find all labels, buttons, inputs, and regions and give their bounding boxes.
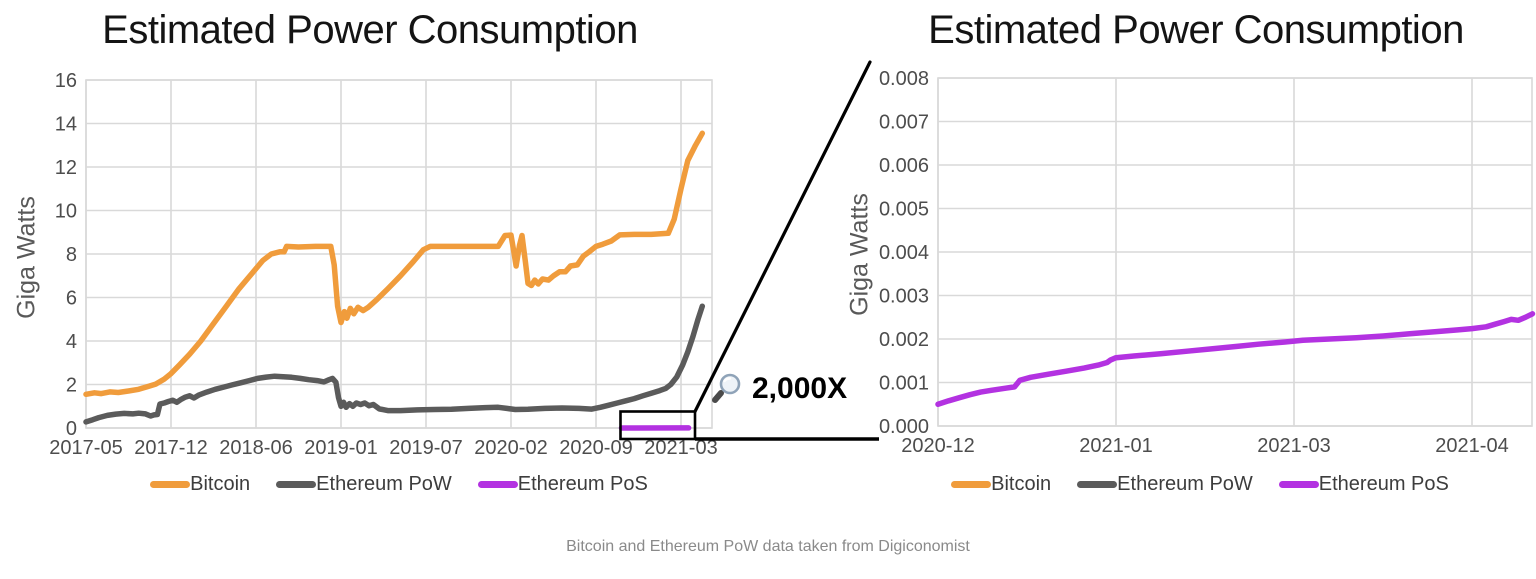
svg-text:2: 2 [66,375,77,397]
svg-text:2018-06: 2018-06 [219,437,292,459]
svg-text:2017-12: 2017-12 [134,437,207,459]
ethereum-pos-swatch [1278,481,1319,488]
svg-text:4: 4 [66,331,77,353]
svg-text:0: 0 [66,418,77,440]
bitcoin-swatch [150,481,191,488]
charts-plot-area: 0 2 4 6 8 10 12 14 16 2017-05 2017-12 2018-06 2019-0… [49,60,1536,459]
svg-text:2021-03: 2021-03 [1257,435,1330,457]
svg-text:0.007: 0.007 [879,112,929,134]
zoom-callout: 2,000X [710,372,847,406]
svg-text:0.003: 0.003 [879,286,929,308]
svg-text:8: 8 [66,244,77,266]
svg-text:14: 14 [55,114,77,136]
legend-item-bitcoin: Bitcoin [951,473,1051,496]
legend-item-ethereum-pow: Ethereum PoW [276,473,452,496]
legend-item-bitcoin: Bitcoin [150,473,250,496]
legend-label: Ethereum PoS [517,473,648,495]
svg-text:2021-03: 2021-03 [644,437,717,459]
svg-text:12: 12 [55,157,77,179]
svg-text:0.002: 0.002 [879,329,929,351]
legend-label: Ethereum PoW [316,473,452,495]
svg-text:2019-01: 2019-01 [304,437,377,459]
svg-text:0.008: 0.008 [879,68,929,90]
svg-text:2021-01: 2021-01 [1079,435,1152,457]
ethereum-pow-swatch [276,481,317,488]
svg-text:16: 16 [55,70,77,92]
zoom-factor-label: 2,000X [752,372,848,405]
svg-text:0.000: 0.000 [879,416,929,438]
magnifier-icon [712,373,741,403]
ethereum-pow-swatch [1077,481,1118,488]
svg-text:0.001: 0.001 [879,373,929,395]
legend-label: Ethereum PoS [1318,473,1449,495]
svg-text:2020-09: 2020-09 [559,437,632,459]
right-chart-legend: Bitcoin Ethereum PoW Ethereum PoS [900,473,1500,496]
svg-text:2020-02: 2020-02 [474,437,547,459]
legend-item-ethereum-pos: Ethereum PoS [1278,473,1449,496]
svg-text:10: 10 [55,201,77,223]
left-chart-title: Estimated Power Consumption [102,8,638,52]
legend-label: Bitcoin [190,473,251,495]
legend-item-ethereum-pos: Ethereum PoS [477,473,648,496]
svg-text:2021-04: 2021-04 [1435,435,1508,457]
right-chart-title: Estimated Power Consumption [928,8,1464,52]
left-chart-legend: Bitcoin Ethereum PoW Ethereum PoS [86,473,712,496]
svg-text:6: 6 [66,288,77,310]
legend-item-ethereum-pow: Ethereum PoW [1077,473,1253,496]
ethereum-pos-swatch [477,481,518,488]
svg-text:0.006: 0.006 [879,155,929,177]
svg-text:2019-07: 2019-07 [389,437,462,459]
svg-text:2020-12: 2020-12 [901,435,974,457]
bitcoin-swatch [951,481,992,488]
svg-text:2017-05: 2017-05 [49,437,122,459]
svg-text:0.004: 0.004 [879,242,929,264]
source-caption: Bitcoin and Ethereum PoW data taken from… [566,538,970,555]
legend-label: Bitcoin [991,473,1052,495]
legend-label: Ethereum PoW [1117,473,1253,495]
svg-text:0.005: 0.005 [879,199,929,221]
